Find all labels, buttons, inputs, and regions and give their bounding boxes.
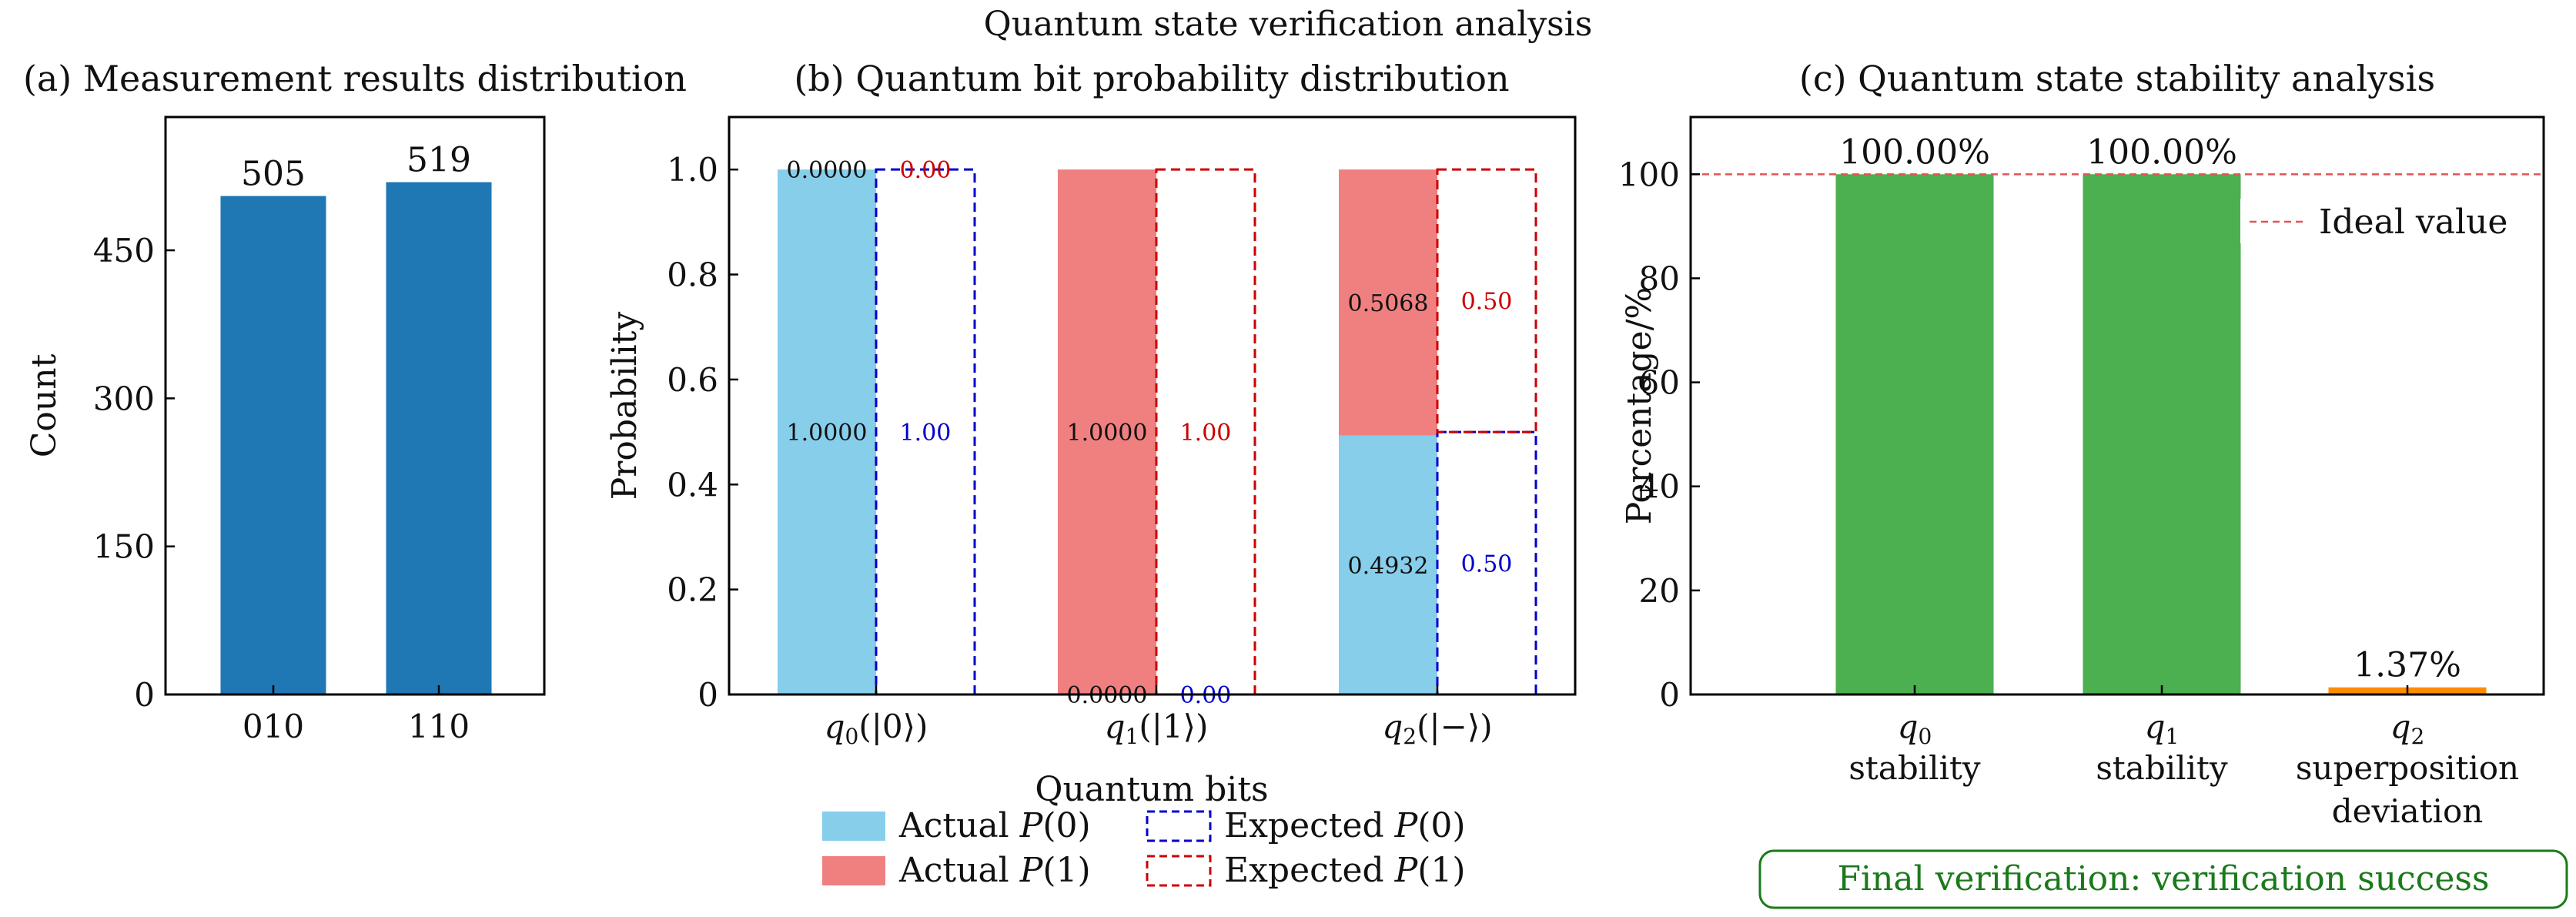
verdict-box bbox=[1758, 849, 2568, 909]
xtick-label-line: deviation bbox=[2332, 792, 2484, 830]
panel-c-stability-analysis: (c) Quantum state stability analysis 100.… bbox=[1618, 58, 2545, 830]
stability-bar-q1 bbox=[2083, 174, 2241, 694]
bar-110 bbox=[386, 182, 492, 695]
legend-label: Actual P(0) bbox=[898, 806, 1091, 845]
expected-p0-bar bbox=[875, 168, 976, 696]
actual-p1-bar bbox=[1058, 169, 1156, 694]
panel-b-ytick-label: 0.8 bbox=[667, 256, 718, 294]
actual-p1-label: 0.5068 bbox=[1348, 290, 1429, 317]
panel-a-measurement-distribution: (a) Measurement results distribution 505 0… bbox=[23, 58, 687, 745]
figure-title: Quantum state verification analysis bbox=[984, 5, 1593, 44]
expected-p1-label: 1.00 bbox=[1180, 420, 1232, 447]
panel-b-xlabel: Quantum bits bbox=[1035, 770, 1268, 809]
bar-value-label: 100.00% bbox=[1839, 132, 1990, 172]
panel-a-ytick-label: 450 bbox=[93, 232, 155, 269]
xtick-label-q2: q2(|−⟩) bbox=[1382, 708, 1492, 749]
panel-b-qubit-probability: (b) Quantum bit probability distribution… bbox=[605, 58, 1577, 890]
panel-b-ytick-label: 0.4 bbox=[667, 466, 718, 504]
panel-c-ytick-label: 40 bbox=[1639, 468, 1680, 506]
xtick-label: 010 bbox=[243, 708, 304, 745]
bar-value-label: 1.37% bbox=[2354, 646, 2461, 685]
panel-a-ytick-label: 0 bbox=[134, 676, 155, 714]
expected-p0-label: 0.50 bbox=[1461, 551, 1513, 578]
panel-c-ytick-label: 100 bbox=[1618, 156, 1680, 193]
xtick-label-q1: q1(|1⟩) bbox=[1105, 708, 1209, 749]
panel-c-ytick-label: 80 bbox=[1639, 259, 1680, 297]
panel-a-ytick-label: 150 bbox=[93, 528, 155, 566]
legend-swatch bbox=[822, 812, 885, 841]
legend-label: Actual P(1) bbox=[898, 851, 1091, 890]
expected-p1-bar bbox=[1436, 168, 1537, 433]
legend-label: Expected P(1) bbox=[1224, 851, 1466, 890]
panel-b-ytick-label: 0 bbox=[698, 676, 718, 714]
xtick-symbol-q2: q2 bbox=[2390, 708, 2425, 749]
legend-swatch bbox=[1146, 855, 1212, 887]
xtick-label-line: superposition bbox=[2296, 749, 2519, 787]
expected-p1-label: 0.50 bbox=[1461, 289, 1513, 316]
xtick-symbol-q1: q1 bbox=[2145, 708, 2180, 749]
legend-ideal-label: Ideal value bbox=[2319, 202, 2507, 242]
panel-c-ytick-label: 20 bbox=[1639, 572, 1680, 610]
panel-a-ytick-label: 300 bbox=[93, 380, 155, 417]
panel-c-title: (c) Quantum state stability analysis bbox=[1799, 58, 2435, 99]
xtick-label-line: stability bbox=[2096, 749, 2228, 787]
actual-p0-label: 1.0000 bbox=[787, 420, 868, 447]
bar-value-label: 100.00% bbox=[2086, 132, 2237, 172]
panel-b-ytick-label: 0.6 bbox=[667, 361, 718, 399]
actual-p0-label: 0.4932 bbox=[1348, 553, 1429, 580]
stability-bar-q0 bbox=[1835, 174, 1994, 694]
actual-p0-bar bbox=[778, 169, 876, 694]
actual-p1-label: 1.0000 bbox=[1067, 420, 1148, 447]
actual-p1-label: 0.0000 bbox=[787, 157, 868, 184]
legend-swatch bbox=[1146, 810, 1212, 842]
xtick-symbol-q0: q0 bbox=[1898, 708, 1932, 749]
panel-c-frame bbox=[1689, 115, 2545, 696]
bar-value-label: 519 bbox=[406, 141, 471, 180]
bar-010 bbox=[220, 196, 326, 695]
panel-c-ylabel: Percentage/% bbox=[1620, 287, 1659, 524]
verdict-text: Final verification: verification success bbox=[1837, 859, 2489, 899]
actual-p1-bar bbox=[1339, 169, 1437, 436]
panel-c-ytick-label: 0 bbox=[1659, 676, 1680, 714]
actual-p0-bar bbox=[1339, 435, 1437, 694]
expected-p1-label: 0.00 bbox=[900, 157, 952, 184]
expected-p1-bar bbox=[1155, 168, 1256, 696]
xtick-label-q0: q0(|0⟩) bbox=[825, 708, 928, 749]
legend-swatch bbox=[822, 856, 885, 885]
panel-b-ytick-label: 1.0 bbox=[667, 151, 718, 189]
panel-b-ytick-label: 0.2 bbox=[667, 571, 718, 609]
xtick-label-line: stability bbox=[1848, 749, 1981, 787]
panel-b-title: (b) Quantum bit probability distribution bbox=[794, 58, 1509, 99]
expected-p0-label: 1.00 bbox=[900, 420, 952, 447]
xtick-label: 110 bbox=[408, 708, 470, 745]
panel-b-ylabel: Probability bbox=[605, 312, 644, 500]
panel-b-frame bbox=[728, 115, 1577, 696]
panel-a-ylabel: Count bbox=[25, 353, 64, 457]
panel-a-frame bbox=[164, 115, 546, 696]
legend-label: Expected P(0) bbox=[1224, 806, 1466, 845]
panel-c-ytick-label: 60 bbox=[1639, 364, 1680, 402]
panel-a-title: (a) Measurement results distribution bbox=[23, 58, 687, 99]
bar-value-label: 505 bbox=[241, 155, 306, 194]
